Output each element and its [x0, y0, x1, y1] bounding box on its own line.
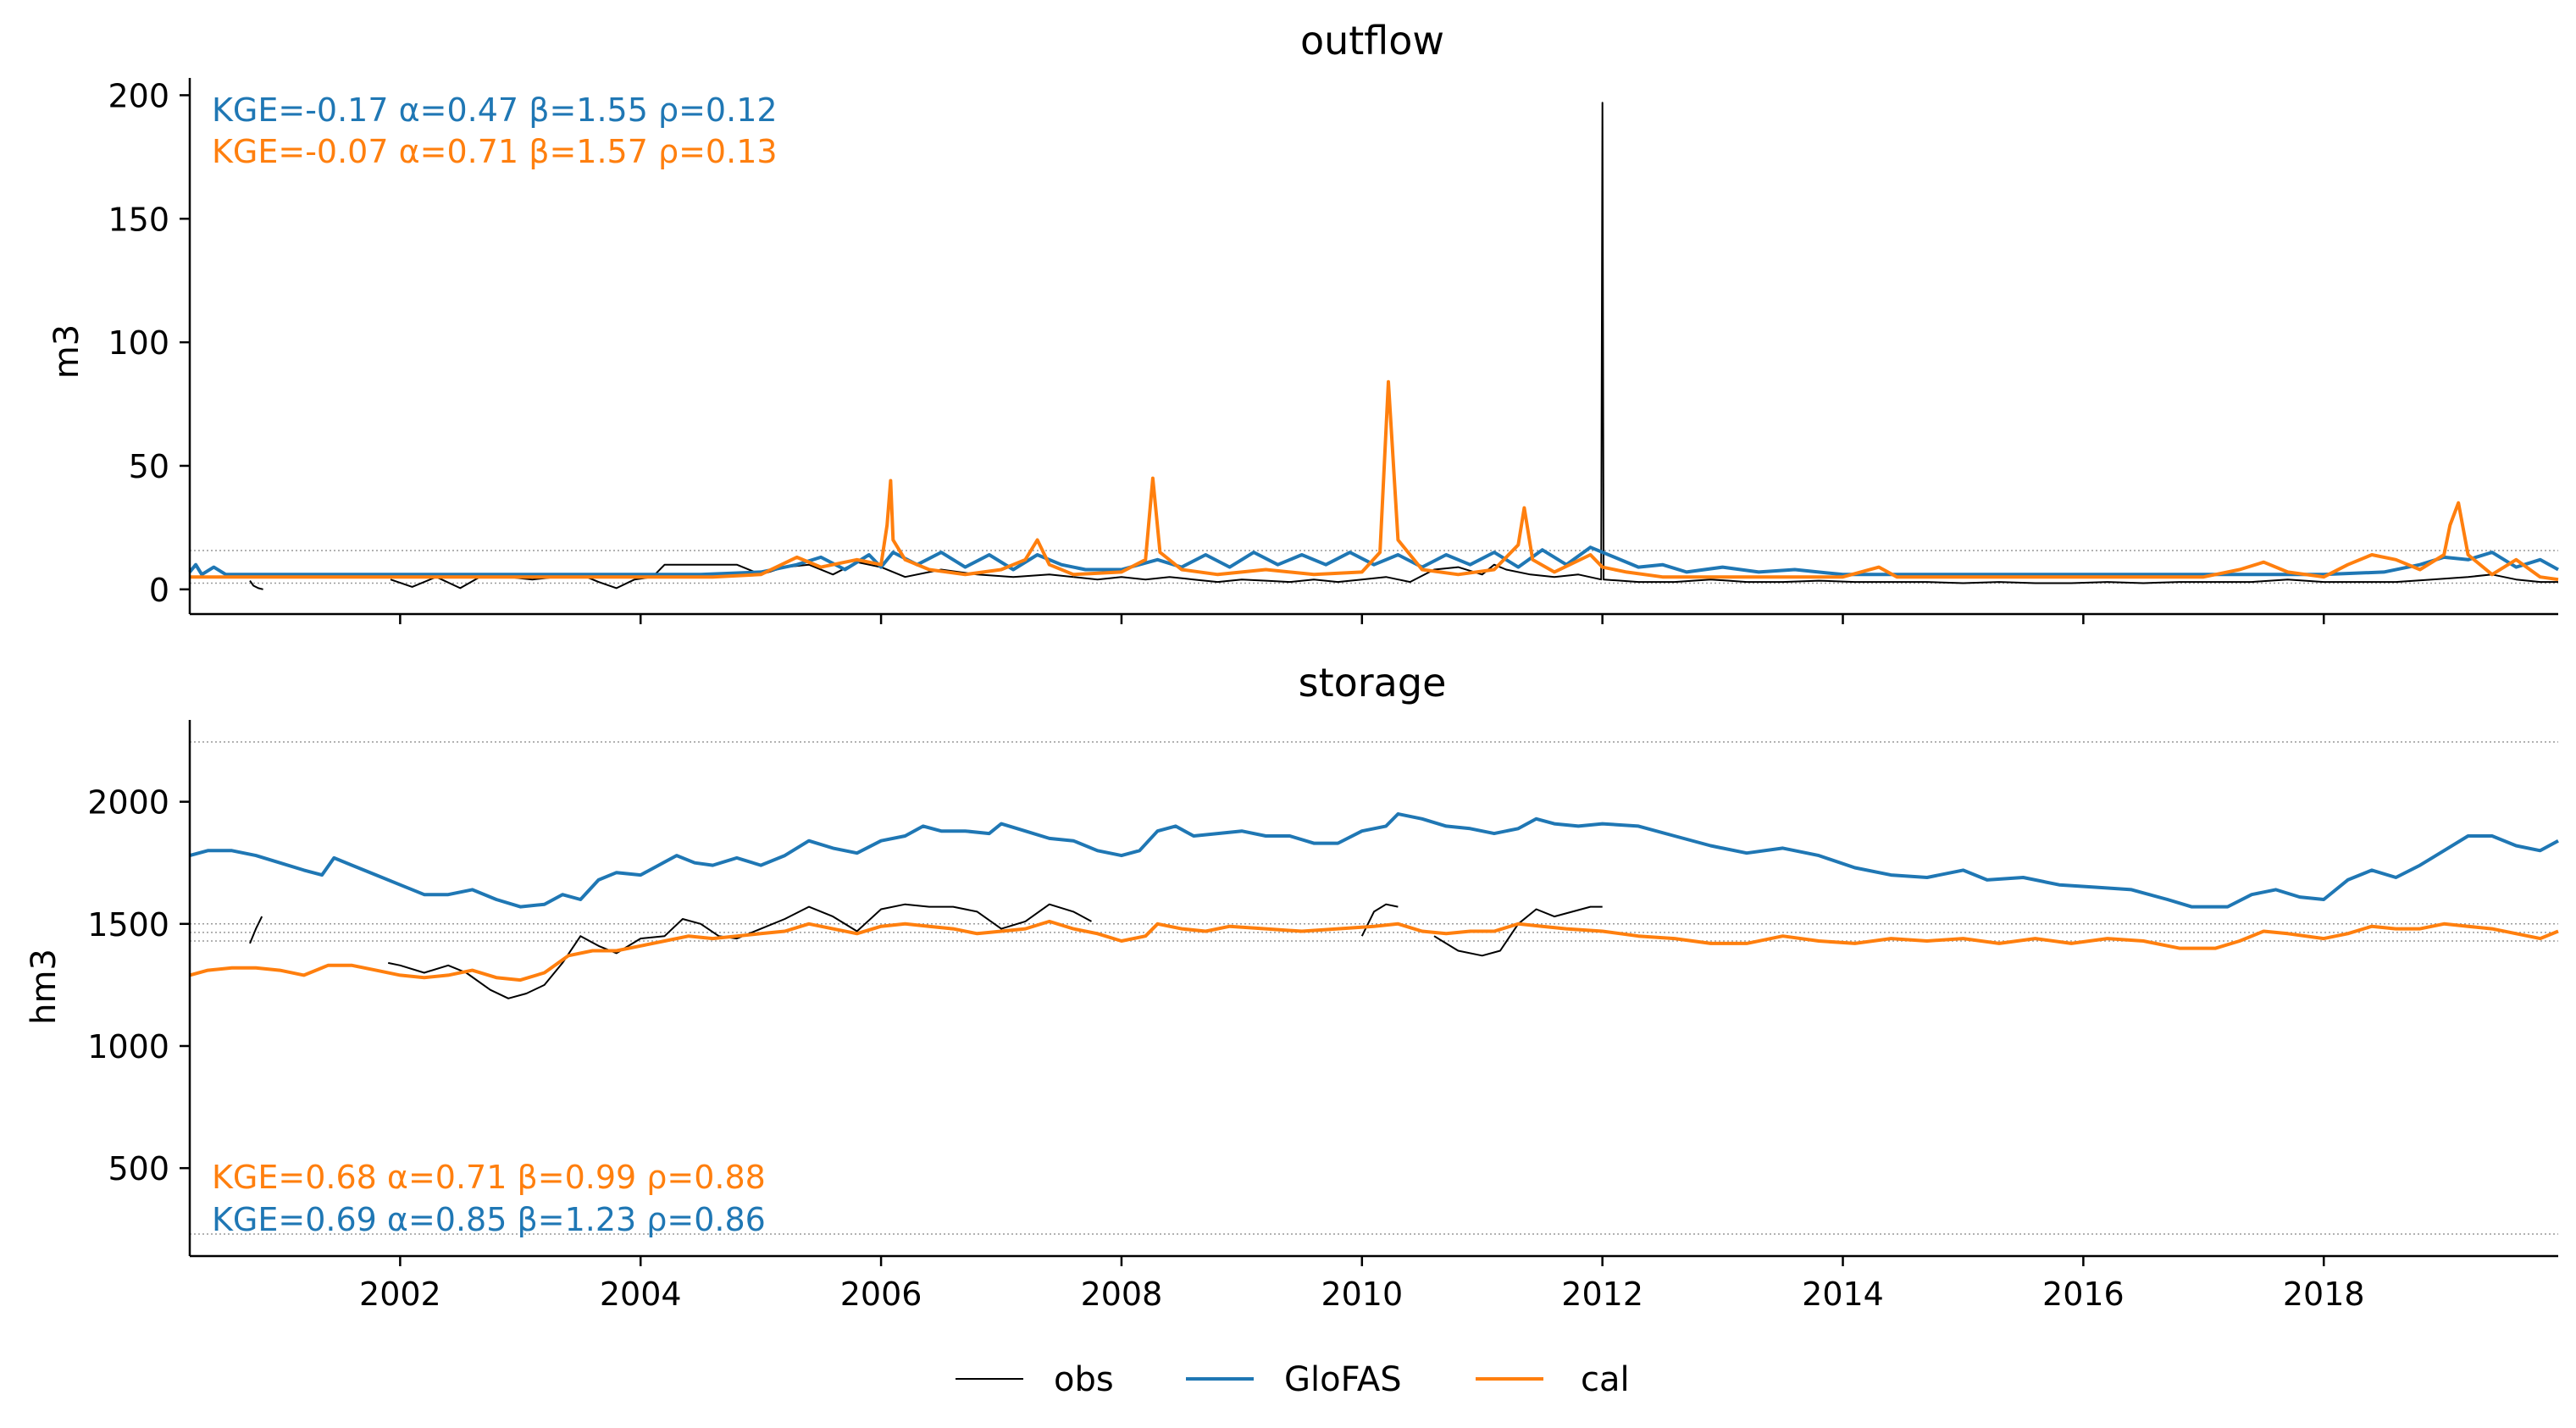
outflow-cal-metrics: KGE=-0.07 α=0.71 β=1.57 ρ=0.13: [212, 133, 778, 170]
storage-series: [189, 812, 2559, 999]
series-line-cal: [190, 379, 2559, 582]
series-line-obs: [1073, 102, 2558, 584]
series-line-glofas: [189, 812, 2559, 909]
y-tick-label: 2000: [87, 784, 169, 822]
x-tick-label: 2004: [600, 1276, 682, 1313]
storage-ylabel: hm3: [25, 949, 64, 1025]
y-tick-label: 500: [108, 1150, 169, 1187]
x-tick-label: 2014: [1802, 1276, 1884, 1313]
x-tick-label: 2018: [2283, 1276, 2365, 1313]
outflow-title: outflow: [1300, 18, 1444, 64]
y-tick-label: 150: [108, 201, 169, 238]
x-tick-label: 2010: [1321, 1276, 1403, 1313]
legend-item-glofas: GloFAS: [1186, 1360, 1402, 1399]
series-line-obs: [249, 916, 263, 944]
outflow-panel: outflow m3 0 50 100 150 200 KGE=-0.17 α=0.47…: [47, 18, 2559, 624]
legend: obs GloFAS cal: [956, 1360, 1630, 1399]
series-line-obs: [249, 580, 263, 590]
storage-title: storage: [1299, 660, 1447, 706]
x-tick-label: 2016: [2042, 1276, 2125, 1313]
outflow-series: [188, 102, 2559, 590]
storage-x-axis: 2002 2004 2006 2008 2010 2012 2014 2016 2018: [359, 1256, 2365, 1313]
x-tick-label: 2006: [840, 1276, 922, 1313]
legend-label-cal: cal: [1581, 1360, 1630, 1399]
outflow-x-axis: [399, 614, 2325, 624]
y-tick-label: 200: [108, 77, 169, 114]
x-tick-label: 2008: [1081, 1276, 1163, 1313]
series-line-cal: [189, 919, 2559, 982]
series-line-obs: [1433, 905, 1603, 957]
y-tick-label: 1000: [87, 1028, 169, 1065]
x-tick-label: 2012: [1561, 1276, 1643, 1313]
y-tick-label: 50: [129, 448, 169, 485]
storage-cal-metrics: KGE=0.68 α=0.71 β=0.99 ρ=0.88: [212, 1159, 766, 1196]
legend-item-obs: obs: [956, 1360, 1114, 1399]
y-tick-label: 1500: [87, 906, 169, 944]
series-line-obs: [387, 903, 1092, 999]
legend-item-cal: cal: [1476, 1360, 1630, 1399]
storage-y-axis: 500 1000 1500 2000: [87, 784, 190, 1187]
storage-reference-lines: [190, 741, 2558, 1235]
legend-label-glofas: GloFAS: [1284, 1360, 1402, 1399]
outflow-glofas-metrics: KGE=-0.17 α=0.47 β=1.55 ρ=0.12: [212, 91, 778, 129]
y-tick-label: 0: [149, 572, 169, 609]
legend-label-obs: obs: [1054, 1360, 1114, 1399]
x-tick-label: 2002: [359, 1276, 441, 1313]
series-line-glofas: [188, 545, 2559, 577]
series-line-obs: [1360, 903, 1399, 937]
storage-glofas-metrics: KGE=0.69 α=0.85 β=1.23 ρ=0.86: [212, 1201, 766, 1238]
outflow-ylabel: m3: [47, 324, 86, 379]
outflow-y-axis: 0 50 100 150 200: [108, 77, 190, 609]
y-tick-label: 100: [108, 324, 169, 362]
storage-panel: storage hm3 500 1000 1500 2000 2002 2004 2006…: [25, 660, 2559, 1313]
